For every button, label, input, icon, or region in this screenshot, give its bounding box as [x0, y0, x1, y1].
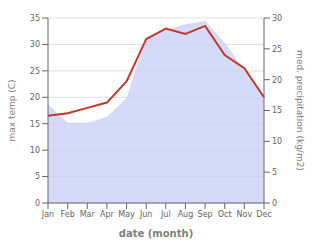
svg-text:Feb: Feb: [61, 210, 75, 219]
svg-text:30: 30: [30, 40, 40, 49]
svg-text:20: 20: [272, 76, 282, 85]
svg-text:0: 0: [272, 199, 277, 208]
svg-text:10: 10: [272, 137, 282, 146]
svg-text:20: 20: [30, 93, 40, 102]
svg-text:5: 5: [35, 172, 40, 181]
svg-text:Oct: Oct: [218, 210, 232, 219]
svg-text:5: 5: [272, 168, 277, 177]
svg-text:max temp (C): max temp (C): [8, 79, 17, 141]
svg-text:May: May: [118, 210, 135, 219]
svg-text:25: 25: [272, 45, 282, 54]
svg-text:10: 10: [30, 146, 40, 155]
svg-text:15: 15: [272, 106, 282, 115]
svg-text:Mar: Mar: [80, 210, 96, 219]
svg-text:30: 30: [272, 14, 282, 23]
svg-text:Nov: Nov: [237, 210, 253, 219]
svg-text:Sep: Sep: [198, 210, 213, 219]
svg-text:Jan: Jan: [41, 210, 54, 219]
svg-text:25: 25: [30, 67, 40, 76]
svg-text:med. precipitation (kg/m2): med. precipitation (kg/m2): [295, 50, 305, 171]
svg-text:Aug: Aug: [178, 210, 194, 219]
svg-text:Dec: Dec: [256, 210, 271, 219]
svg-text:Apr: Apr: [100, 210, 115, 219]
svg-text:35: 35: [30, 14, 40, 23]
svg-text:Jun: Jun: [139, 210, 153, 219]
svg-text:Jul: Jul: [160, 210, 171, 219]
svg-text:date (month): date (month): [119, 228, 193, 239]
svg-text:0: 0: [35, 199, 40, 208]
svg-text:15: 15: [30, 120, 40, 129]
